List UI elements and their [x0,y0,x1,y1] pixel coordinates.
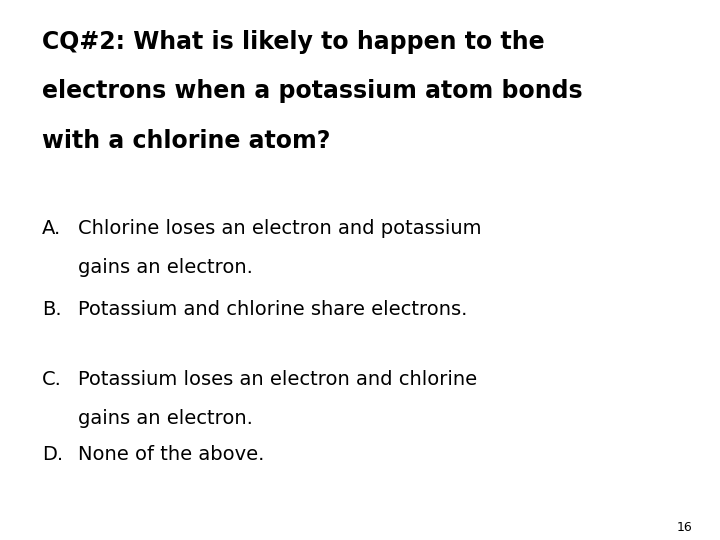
Text: Potassium loses an electron and chlorine: Potassium loses an electron and chlorine [78,370,477,389]
Text: electrons when a potassium atom bonds: electrons when a potassium atom bonds [42,79,582,103]
Text: with a chlorine atom?: with a chlorine atom? [42,129,330,153]
Text: gains an electron.: gains an electron. [78,409,253,428]
Text: gains an electron.: gains an electron. [78,258,253,276]
Text: None of the above.: None of the above. [78,446,264,464]
Text: 16: 16 [677,521,693,534]
Text: B.: B. [42,300,61,319]
Text: C.: C. [42,370,62,389]
Text: D.: D. [42,446,63,464]
Text: Potassium and chlorine share electrons.: Potassium and chlorine share electrons. [78,300,467,319]
Text: Chlorine loses an electron and potassium: Chlorine loses an electron and potassium [78,219,481,238]
Text: CQ#2: What is likely to happen to the: CQ#2: What is likely to happen to the [42,30,544,53]
Text: A.: A. [42,219,61,238]
